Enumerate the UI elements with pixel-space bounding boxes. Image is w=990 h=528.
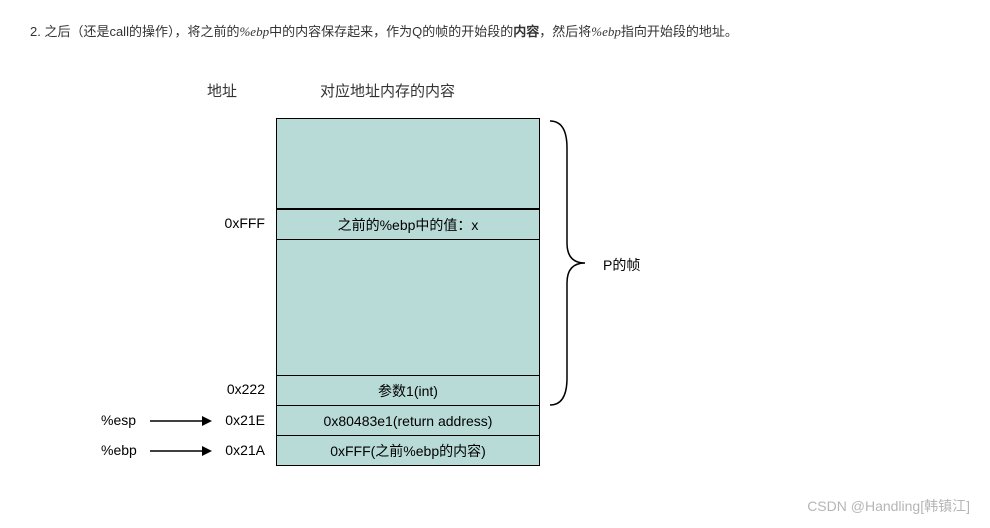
instr-suffix: 指向开始段的地址。 [621,24,738,39]
addr-0xfff: 0xFFF [195,215,265,231]
cell-gap [277,239,539,375]
label-p-frame: P的帧 [603,255,640,275]
instr-prefix: 2. 之后（还是call的操作），将之前的 [30,24,239,39]
header-content: 对应地址内存的内容 [320,80,455,101]
instruction-text: 2. 之后（还是call的操作），将之前的%ebp中的内容保存起来，作为Q的帧的… [30,22,738,43]
label-ebp: %ebp [101,442,137,458]
cell-param1: 参数1(int) [277,375,539,405]
addr-0x222: 0x222 [195,381,265,397]
arrow-esp [150,412,212,430]
brace-p-frame [545,118,605,408]
cell-prev-ebp: 之前的%ebp中的值：x [277,209,539,239]
instr-mid1: 中的内容保存起来，作为Q的帧的开始段的 [269,24,513,39]
arrow-ebp [150,442,212,460]
instr-reg2: %ebp [591,24,621,39]
cell-retaddr: 0x80483e1(return address) [277,405,539,435]
cell-saved-ebp: 0xFFF(之前%ebp的内容) [277,435,539,465]
instr-mid2: ，然后将 [539,24,591,39]
cell-empty-top [277,119,539,209]
instr-bold: 内容 [513,24,539,39]
watermark: CSDN @Handling[韩镇江] [807,496,970,516]
stack-diagram: 之前的%ebp中的值：x 参数1(int) 0x80483e1(return a… [276,118,540,466]
header-address: 地址 [207,80,237,101]
stack-box: 之前的%ebp中的值：x 参数1(int) 0x80483e1(return a… [276,118,540,466]
label-esp: %esp [101,412,136,428]
instr-reg1: %ebp [239,24,269,39]
